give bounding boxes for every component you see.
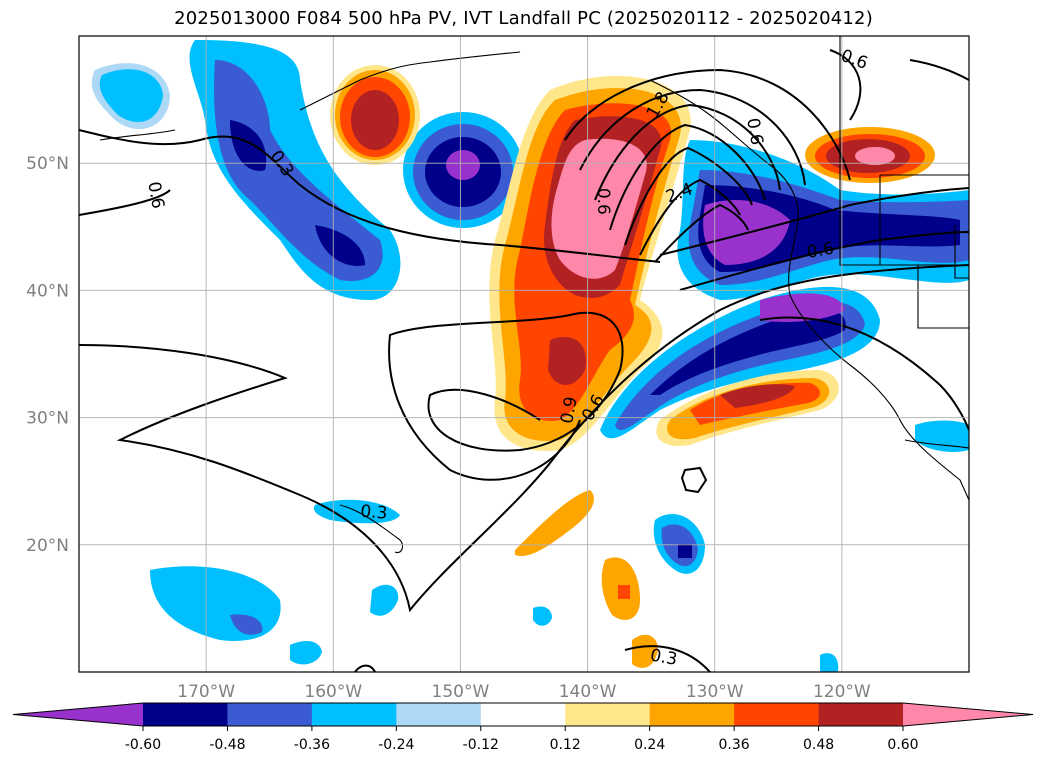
contour-value-label: 0.3: [360, 502, 389, 524]
colorbar-swatch: [143, 703, 228, 726]
ivt-contour-line: [624, 146, 753, 246]
ivt-contour-line: [759, 316, 969, 431]
colorbar-swatch: [649, 703, 735, 726]
ivt-contour-line: [564, 68, 851, 181]
coastline: [839, 36, 969, 266]
colorbar-extend-max: [903, 703, 1033, 726]
contour-value-label: 0.6: [143, 180, 167, 210]
neg-pv-region-small: [533, 606, 552, 626]
ivt-contour-line: [594, 103, 781, 201]
ivt-contour-line: [654, 203, 749, 263]
neg-pv-region-gulf: [446, 150, 480, 180]
coastline: [904, 439, 969, 449]
pos-pv-region-small: [632, 634, 658, 668]
colorbar-swatch: [227, 703, 313, 726]
colorbar-tick-label: -0.36: [294, 737, 330, 753]
coastline: [99, 129, 176, 141]
colorbar-swatch: [311, 703, 397, 726]
neg-pv-region-small: [820, 653, 839, 672]
map-title: 2025013000 F084 500 hPa PV, IVT Landfall…: [174, 8, 873, 29]
coastline: [954, 225, 969, 279]
lat-tick-label: 50°N: [26, 154, 69, 174]
coastline: [299, 51, 521, 111]
ivt-contour-line: [79, 129, 661, 263]
map-gridlines: [79, 36, 969, 672]
coastline: [917, 265, 969, 329]
pos-pv-region-ridge: [551, 138, 647, 279]
lon-tick-label: 170°W: [177, 682, 235, 702]
neg-pv-region-small: [370, 584, 399, 616]
longitude-labels: 170°W 160°W 150°W 140°W 130°W 120°W: [177, 682, 871, 702]
colorbar-swatch: [480, 703, 566, 726]
pv-fill-layer: [91, 40, 969, 672]
ivt-contour-line: [679, 231, 969, 291]
pos-pv-region-small: [515, 490, 594, 556]
pos-pv-region-ne: [855, 147, 895, 165]
colorbar-tick-label: 0.24: [634, 737, 665, 753]
contour-value-label: 0.6: [805, 238, 835, 262]
colorbar-tick-label: 0.48: [803, 737, 834, 753]
ivt-contour-line: [680, 466, 708, 494]
lat-tick-label: 30°N: [26, 409, 69, 429]
neg-pv-region-small: [230, 614, 263, 635]
ivt-contour-line: [909, 59, 969, 81]
neg-pv-region-west: [214, 60, 383, 281]
map-frame: [78, 35, 970, 673]
neg-pv-region-west: [315, 225, 365, 266]
colorbar-swatch: [818, 703, 904, 726]
lat-tick-label: 20°N: [26, 536, 69, 556]
colorbar: -0.60 -0.48 -0.36 -0.24 -0.12 0.12 0.24 0.36 0.4…: [12, 702, 1034, 753]
ivt-contour-line: [639, 178, 741, 256]
pos-pv-region-north: [351, 90, 399, 150]
lon-tick-label: 150°W: [432, 682, 490, 702]
latitude-labels: 20°N 30°N 40°N 50°N: [26, 154, 69, 556]
colorbar-extend-min: [13, 703, 143, 726]
lon-tick-label: 120°W: [813, 682, 871, 702]
neg-pv-region-small: [290, 640, 322, 665]
colorbar-tick-label: 0.60: [887, 737, 918, 753]
colorbar-tick-label: -0.12: [463, 737, 499, 753]
lat-tick-label: 40°N: [26, 281, 69, 301]
pos-pv-region-ridge: [548, 336, 586, 385]
pos-pv-region-small: [618, 585, 630, 599]
ivt-contour-line: [609, 123, 766, 231]
ivt-contour-line: [829, 49, 862, 121]
colorbar-tick-label: 0.12: [550, 737, 581, 753]
lon-tick-label: 160°W: [304, 682, 362, 702]
contour-value-label: 0.6: [593, 188, 613, 215]
coastline: [649, 79, 969, 501]
ivt-contour-line: [79, 189, 171, 216]
colorbar-tick-label: -0.48: [209, 737, 245, 753]
ivt-contour-line: [79, 264, 969, 613]
neg-pv-region-subtropical: [650, 309, 846, 395]
contour-value-label: 0.9: [557, 395, 581, 425]
coastline-layer: [99, 36, 969, 554]
lon-tick-label: 140°W: [559, 682, 617, 702]
coastline: [339, 504, 404, 554]
ivt-contour-line: [624, 645, 711, 672]
ivt-contour-line: [388, 311, 624, 481]
colorbar-swatch: [734, 703, 820, 726]
lon-tick-label: 130°W: [686, 682, 744, 702]
ivt-contour-line: [579, 88, 806, 186]
pos-pv-region-east: [720, 384, 795, 408]
ivt-contour-layer: [79, 49, 969, 672]
ivt-contour-line: [354, 664, 376, 672]
neg-pv-region-west: [230, 120, 267, 171]
contour-value-label: 0.3: [649, 646, 679, 670]
contour-value-label: 0.6: [742, 117, 766, 147]
neg-pv-region-nw: [99, 69, 163, 123]
colorbar-tick-label: -0.24: [378, 737, 414, 753]
colorbar-tick-label: -0.60: [125, 737, 161, 753]
colorbar-swatch: [565, 703, 651, 726]
map-plot-area: 0.60.31.80.60.62.40.60.60.90.60.30.3: [79, 36, 969, 672]
neg-pv-region-small: [678, 544, 692, 558]
colorbar-swatch: [396, 703, 482, 726]
colorbar-tick-label: 0.36: [719, 737, 750, 753]
neg-pv-region-subtropical: [760, 293, 845, 322]
